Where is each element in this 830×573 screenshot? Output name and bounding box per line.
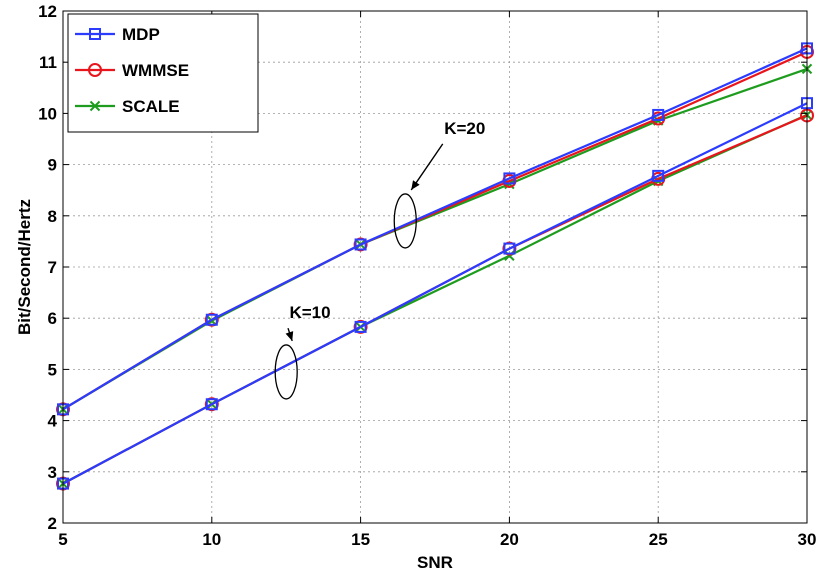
x-tick-label: 20 bbox=[500, 530, 519, 549]
grid bbox=[63, 11, 807, 523]
series-line-mdp-k20 bbox=[62, 47, 808, 411]
legend-marker bbox=[89, 100, 101, 112]
x-tick-label: 25 bbox=[649, 530, 668, 549]
legend: MDP WMMSE SCALE bbox=[67, 13, 259, 133]
annotation-arrowhead bbox=[411, 180, 420, 190]
legend-label: SCALE bbox=[122, 97, 180, 116]
data-point-mdp-k20 bbox=[503, 172, 516, 185]
legend-item-mdp: MDP bbox=[75, 25, 160, 44]
data-point-mdp-k10 bbox=[652, 169, 665, 182]
x-tick-label: 10 bbox=[202, 530, 221, 549]
legend-marker bbox=[89, 28, 101, 40]
y-tick-label: 8 bbox=[48, 207, 57, 226]
y-tick-label: 6 bbox=[48, 309, 57, 328]
legend-item-scale: SCALE bbox=[75, 97, 180, 116]
series-mdp-k20 bbox=[57, 42, 813, 416]
y-tick-label: 11 bbox=[39, 53, 57, 72]
x-tick-label: 30 bbox=[798, 530, 817, 549]
y-tick-label: 12 bbox=[38, 2, 57, 21]
data-point-mdp-k20 bbox=[205, 313, 218, 326]
annotation-k10: K=10 bbox=[274, 303, 331, 400]
series-layer bbox=[56, 42, 814, 491]
y-tick-label: 2 bbox=[48, 514, 57, 533]
tick-labels: 5 10 15 20 25 30 2 3 4 5 6 7 8 9 10 11 12 bbox=[38, 2, 816, 549]
legend-marker bbox=[88, 63, 102, 77]
axis-ticks bbox=[62, 10, 808, 524]
annotation-k20: K=20 bbox=[393, 119, 485, 249]
y-tick-label: 5 bbox=[48, 360, 57, 379]
y-tick-label: 3 bbox=[48, 463, 57, 482]
annotation-arrowhead bbox=[285, 331, 294, 341]
annotation-ellipse bbox=[274, 344, 298, 400]
x-axis-label: SNR bbox=[417, 553, 453, 572]
y-tick-label: 4 bbox=[48, 412, 58, 431]
data-point-mdp-k10 bbox=[503, 242, 516, 255]
annotation-label: K=20 bbox=[444, 119, 485, 138]
x-tick-label: 15 bbox=[351, 530, 370, 549]
annotation-arrow bbox=[410, 143, 444, 191]
annotations: K=20 K=10 bbox=[274, 119, 485, 400]
y-axis-label: Bit/Second/Hertz bbox=[15, 199, 34, 335]
y-tick-label: 7 bbox=[48, 258, 57, 277]
y-tick-label: 9 bbox=[48, 156, 57, 175]
legend-label: MDP bbox=[122, 25, 160, 44]
annotation-ellipse bbox=[393, 193, 417, 249]
series-line-mdp-k10 bbox=[62, 102, 808, 485]
legend-label: WMMSE bbox=[122, 61, 189, 80]
data-point-mdp-k10 bbox=[205, 398, 218, 411]
data-point-mdp-k20 bbox=[652, 108, 665, 121]
data-point-mdp-k10 bbox=[354, 320, 367, 333]
data-point-mdp-k20 bbox=[354, 238, 367, 251]
legend-item-wmmse: WMMSE bbox=[75, 61, 189, 80]
annotation-label: K=10 bbox=[289, 303, 330, 322]
x-tick-label: 5 bbox=[58, 530, 67, 549]
y-tick-label: 10 bbox=[38, 104, 57, 123]
